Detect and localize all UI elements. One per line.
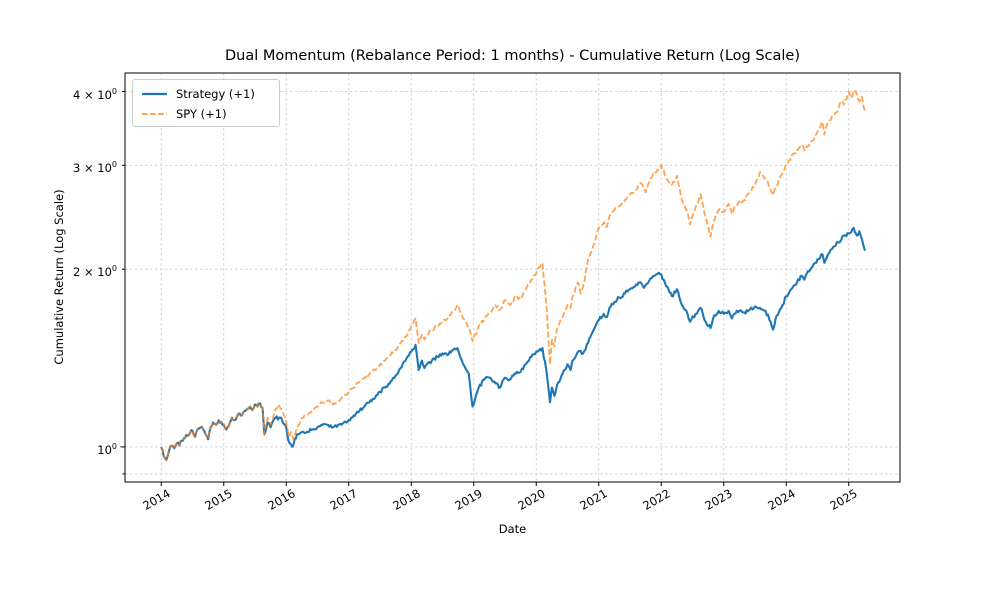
axes-spines [124, 72, 901, 483]
y-tick-label: 4 × 100 [73, 86, 117, 102]
legend-item-strategy: Strategy (+1) [141, 85, 270, 102]
legend-item-spy: SPY (+1) [141, 105, 270, 122]
strategy-line-swatch-icon [142, 92, 167, 95]
x-axis-label: Date [498, 522, 527, 536]
spy-line-swatch-icon [142, 112, 167, 115]
y-tick-label: 2 × 100 [73, 264, 117, 280]
spy-series-line [160, 89, 866, 461]
chart-title: Dual Momentum (Rebalance Period: 1 month… [225, 48, 800, 64]
y-tick-label: 100 [97, 441, 117, 457]
legend: Strategy (+1) SPY (+1) [132, 79, 280, 127]
legend-label-spy: SPY (+1) [176, 106, 227, 121]
legend-label-strategy: Strategy (+1) [176, 86, 255, 101]
y-tick-label: 3 × 100 [73, 160, 117, 176]
strategy-series-line [160, 226, 867, 462]
